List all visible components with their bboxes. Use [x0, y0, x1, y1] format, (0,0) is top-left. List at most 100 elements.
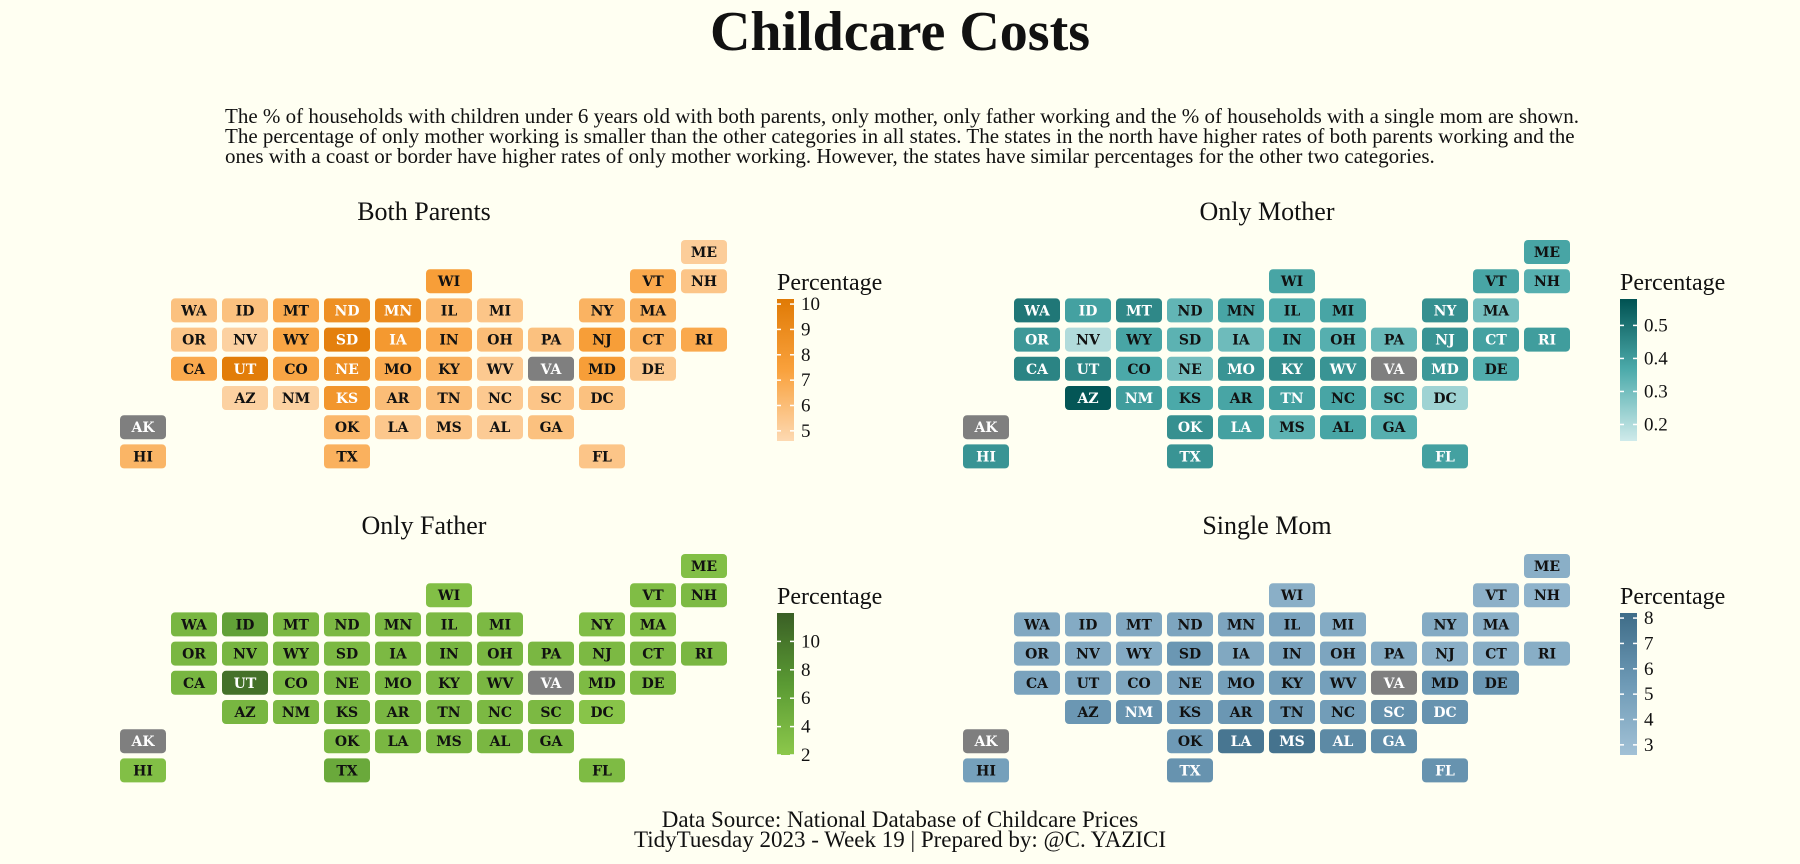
tile-label-MS: MS	[436, 734, 462, 750]
tile-MO	[1218, 356, 1264, 381]
tile-NM	[1116, 386, 1162, 410]
tile-label-VT: VT	[1484, 588, 1507, 604]
tile-WI	[1269, 269, 1315, 294]
tile-label-MT: MT	[1126, 617, 1152, 633]
tile-label-AK: AK	[130, 734, 155, 750]
tile-label-NV: NV	[233, 647, 258, 663]
tile-DE	[1473, 670, 1519, 695]
tile-label-KY: KY	[1281, 362, 1304, 378]
tile-NV	[222, 327, 268, 352]
tile-KS	[1167, 700, 1213, 724]
tile-RI	[1524, 641, 1570, 666]
tile-SC	[528, 700, 574, 724]
tile-label-MS: MS	[1279, 420, 1305, 436]
tile-MS	[426, 729, 472, 754]
legend-tick-label: 8	[1644, 608, 1654, 629]
legend-tick-label: 8	[801, 345, 811, 366]
tile-label-MT: MT	[283, 303, 309, 319]
tile-label-KS: KS	[336, 391, 358, 407]
tile-label-PA: PA	[1384, 647, 1406, 663]
tile-DC	[1422, 386, 1468, 410]
tile-KY	[426, 670, 472, 695]
tile-label-CA: CA	[1026, 676, 1049, 692]
tile-AL	[477, 729, 523, 754]
tile-label-DC: DC	[590, 391, 613, 407]
tile-IA	[1218, 327, 1264, 352]
tile-label-ID: ID	[1079, 617, 1098, 633]
tile-label-ND: ND	[1178, 303, 1203, 319]
tile-MN	[375, 612, 421, 637]
tile-label-NM: NM	[282, 391, 310, 407]
tile-GA	[528, 729, 574, 754]
tile-PA	[1371, 327, 1417, 352]
legend-colorbar	[1620, 613, 1637, 755]
tile-label-FL: FL	[1435, 763, 1455, 779]
tile-label-OH: OH	[1330, 647, 1355, 663]
tile-GA	[1371, 415, 1417, 440]
tile-TN	[1269, 386, 1315, 410]
tile-label-AZ: AZ	[233, 705, 255, 721]
tile-CO	[273, 670, 319, 695]
tile-label-NV: NV	[1076, 647, 1101, 663]
tile-ME	[681, 554, 727, 578]
tile-AR	[1218, 386, 1264, 410]
tile-MT	[1116, 612, 1162, 637]
tile-DC	[1422, 700, 1468, 724]
tile-label-WA: WA	[1023, 617, 1051, 633]
tile-label-AR: AR	[1229, 391, 1253, 407]
tile-SD	[1167, 641, 1213, 666]
tile-IN	[426, 327, 472, 352]
tile-label-WY: WY	[282, 647, 310, 663]
tile-WV	[1320, 670, 1366, 695]
tile-AL	[477, 415, 523, 440]
legend-tick-label: 4	[801, 717, 811, 738]
tile-label-AR: AR	[386, 391, 410, 407]
tile-label-DE: DE	[1485, 362, 1508, 378]
tile-label-WI: WI	[1280, 274, 1303, 290]
tile-DC	[579, 700, 625, 724]
tile-label-AK: AK	[973, 734, 998, 750]
tile-label-NC: NC	[488, 391, 512, 407]
tile-label-CA: CA	[183, 362, 206, 378]
tile-label-KY: KY	[438, 676, 461, 692]
tile-PA	[528, 641, 574, 666]
tile-AR	[1218, 700, 1264, 724]
tile-UT	[222, 670, 268, 695]
tile-label-WY: WY	[282, 333, 310, 349]
tile-label-ID: ID	[1079, 303, 1098, 319]
chart-title: Childcare Costs	[709, 1, 1091, 63]
tile-NM	[273, 700, 319, 724]
tile-IL	[1269, 298, 1315, 323]
tile-AL	[1320, 729, 1366, 754]
tile-MT	[1116, 298, 1162, 323]
tile-label-TN: TN	[437, 705, 460, 721]
tile-MS	[1269, 729, 1315, 754]
legend-tick-label: 6	[801, 688, 811, 709]
tile-label-WA: WA	[180, 617, 208, 633]
tile-TN	[426, 386, 472, 410]
tile-label-MA: MA	[1483, 303, 1510, 319]
tile-NH	[681, 583, 727, 608]
tile-label-AZ: AZ	[1076, 391, 1098, 407]
tile-label-OK: OK	[335, 420, 360, 436]
tile-DE	[1473, 356, 1519, 381]
tile-MD	[579, 670, 625, 695]
tile-label-KS: KS	[336, 705, 358, 721]
tile-label-UT: UT	[1077, 676, 1100, 692]
tile-IN	[1269, 641, 1315, 666]
legend-title: Percentage	[777, 584, 882, 610]
tile-label-ME: ME	[1534, 559, 1560, 575]
tile-label-IN: IN	[439, 647, 459, 663]
tile-label-ME: ME	[691, 559, 717, 575]
tile-NM	[1116, 700, 1162, 724]
tile-label-NY: NY	[591, 303, 615, 319]
tile-CA	[171, 670, 217, 695]
legend-colorbar	[777, 299, 794, 441]
tile-label-OH: OH	[1330, 333, 1355, 349]
tile-label-MO: MO	[1227, 362, 1255, 378]
caption-credit: TidyTuesday 2023 - Week 19 | Prepared by…	[633, 827, 1167, 852]
tile-label-MS: MS	[436, 420, 462, 436]
tile-label-SC: SC	[540, 391, 561, 407]
tile-label-CT: CT	[642, 333, 664, 349]
tile-label-WI: WI	[437, 274, 460, 290]
